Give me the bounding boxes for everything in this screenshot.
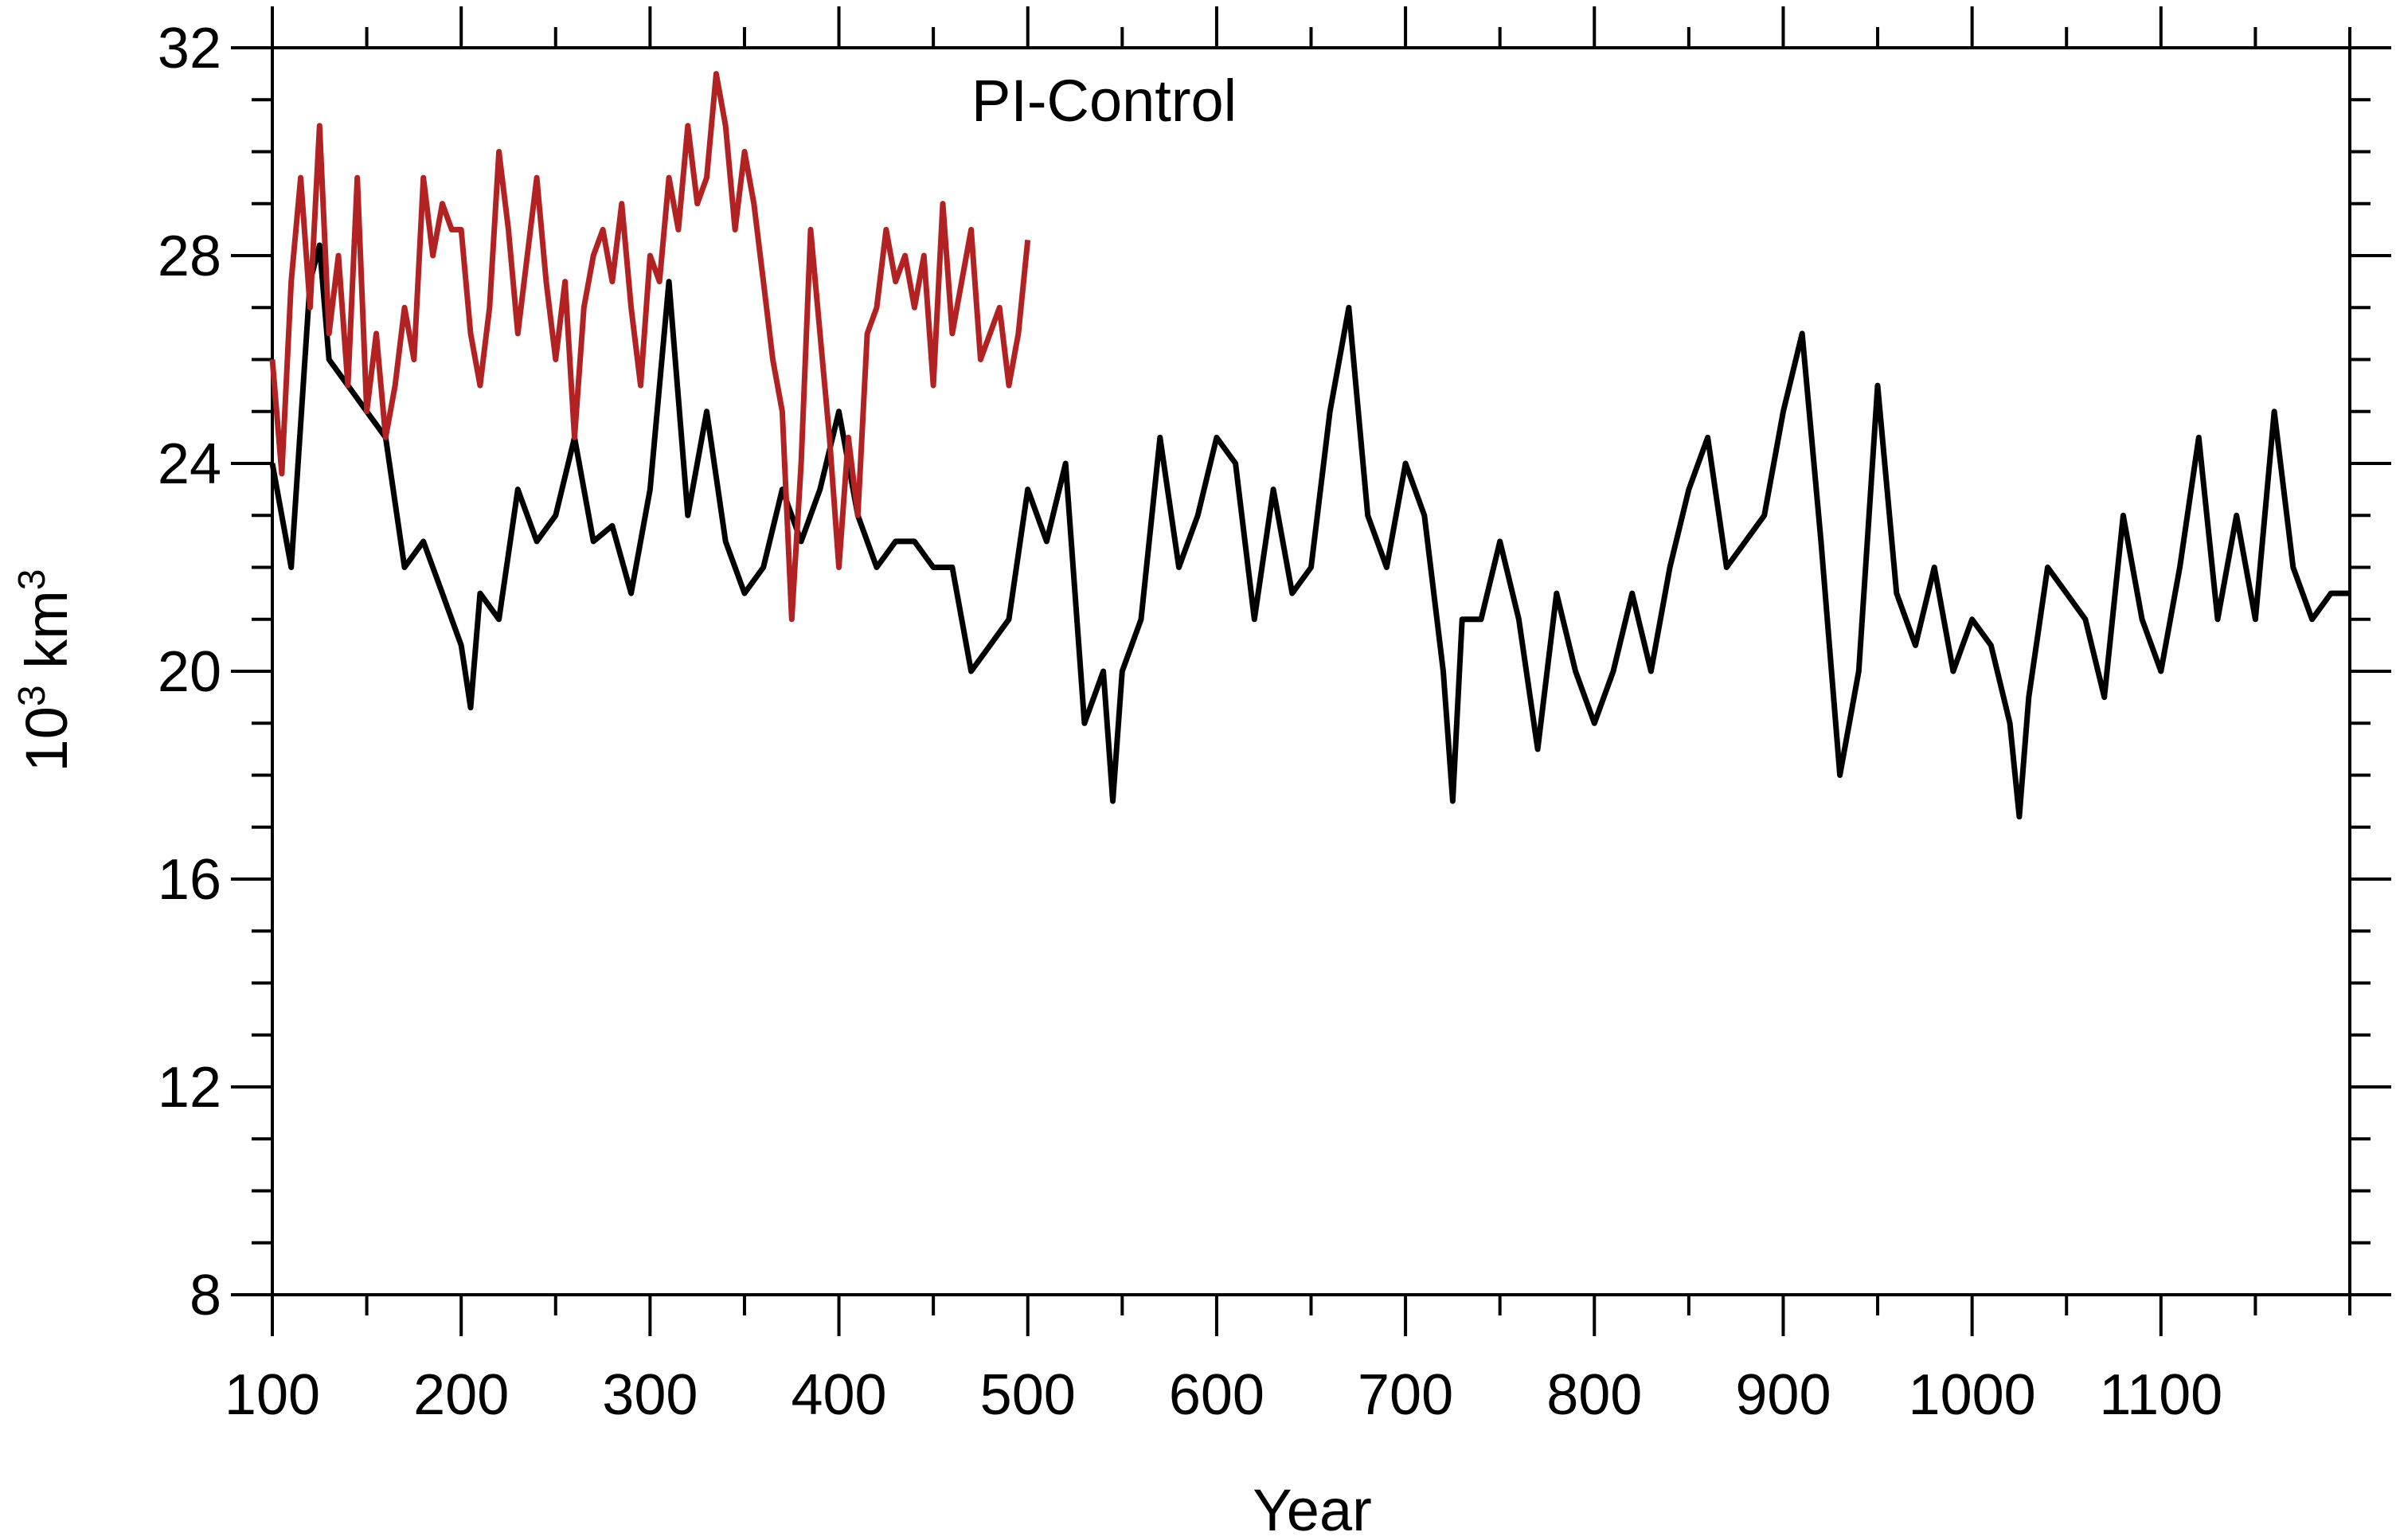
y-tick-label: 28	[158, 225, 221, 288]
plot-frame	[271, 46, 2351, 1296]
x-tick-label: 600	[1169, 1363, 1264, 1427]
x-tick-label: 300	[602, 1363, 698, 1427]
y-tick-label: 8	[190, 1264, 221, 1327]
y-axis-title-unit-sup: 3	[11, 569, 53, 591]
y-tick-label: 20	[158, 640, 221, 704]
x-tick-label: 1000	[1909, 1363, 2036, 1427]
x-tick-label: 500	[980, 1363, 1076, 1427]
y-tick-label: 12	[158, 1056, 221, 1120]
series-line-red	[269, 71, 1031, 623]
series-line-black	[269, 242, 2350, 820]
y-axis-title-unit: km	[14, 590, 80, 685]
y-tick-label: 32	[158, 17, 221, 80]
x-tick-label: 900	[1735, 1363, 1831, 1427]
x-tick-label: 400	[791, 1363, 886, 1427]
y-axis-title-sup: 3	[11, 685, 53, 706]
y-tick-label: 24	[158, 432, 221, 496]
y-tick-label: 16	[158, 848, 221, 912]
y-axis-title: 103 km3	[11, 569, 80, 772]
plot-annotation: PI-Control	[971, 68, 1237, 134]
y-axis-title-base: 10	[14, 706, 80, 772]
series-layer	[269, 71, 2350, 820]
plot-border	[271, 46, 2351, 1296]
x-tick-label: 200	[413, 1363, 509, 1427]
x-axis-title: Year	[1253, 1477, 1372, 1540]
x-tick-label: 800	[1546, 1363, 1642, 1427]
x-tick-label: 100	[225, 1363, 320, 1427]
axis-ticks	[231, 6, 2391, 1336]
tick-labels: 8 12 16 20 24 28 32 100 200 300 400 500 600 700 800 900…	[158, 17, 2222, 1427]
x-tick-label: 1100	[2099, 1363, 2222, 1427]
x-tick-label: 700	[1358, 1363, 1453, 1427]
